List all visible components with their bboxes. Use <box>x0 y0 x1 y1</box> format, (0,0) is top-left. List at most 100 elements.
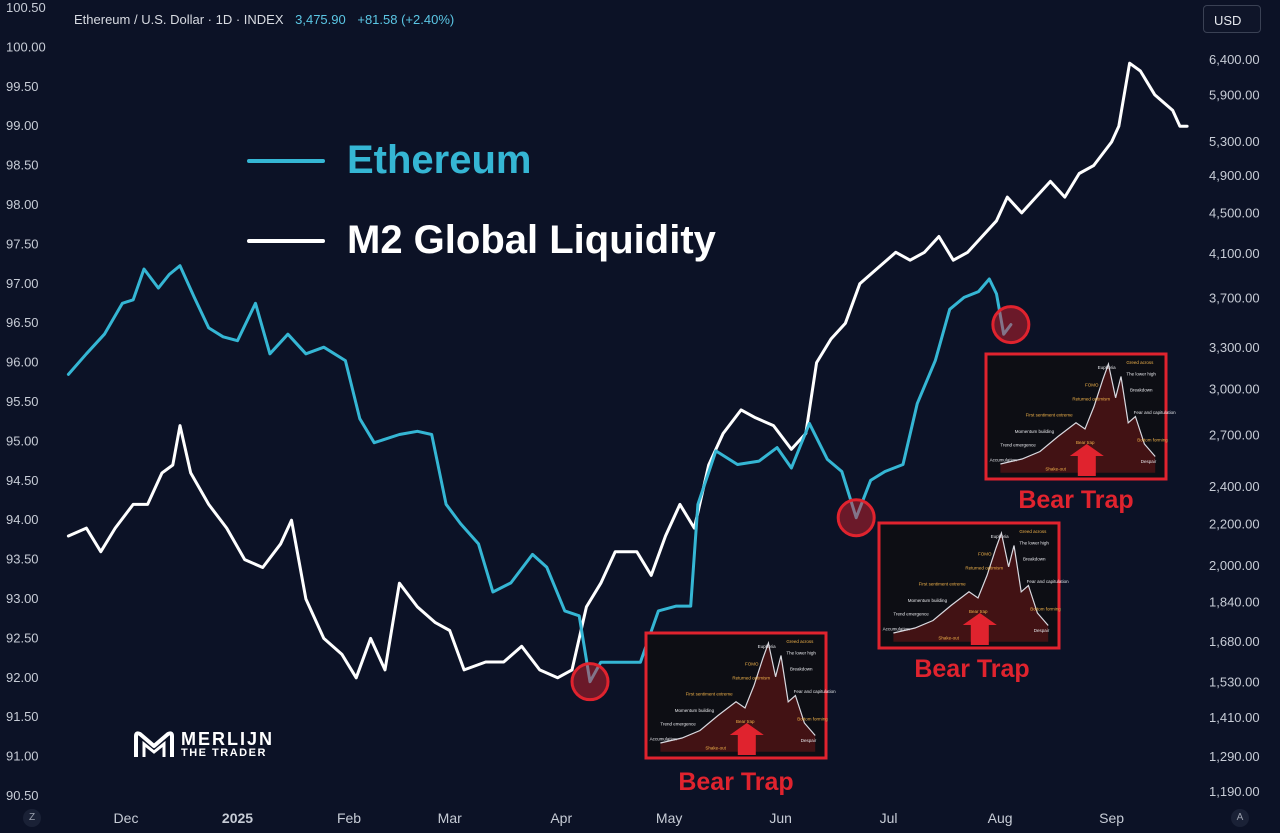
x-tick-label: Apr <box>550 810 572 826</box>
x-tick-label: Feb <box>337 810 361 826</box>
ethereum-line <box>66 264 1013 684</box>
inset-stage-label: The lower high <box>1019 540 1049 545</box>
m2-swatch <box>247 238 325 243</box>
inset-stage-label: Euphoria <box>1098 365 1117 370</box>
inset-area <box>893 533 1049 642</box>
inset-stage-label: Trend emergence <box>660 722 696 727</box>
right-tick-label: 6,400.00 <box>1209 52 1260 67</box>
currency-button[interactable]: USD <box>1203 5 1261 33</box>
inset-stage-label: Shake-out <box>1045 466 1066 471</box>
left-tick-label: 96.00 <box>6 355 39 370</box>
inset-stage-label: First sentiment extreme <box>1026 413 1074 418</box>
bear-trap-label: Bear Trap <box>678 768 793 796</box>
last-price: 3,475.90 <box>295 12 346 27</box>
auto-scale-button[interactable]: A <box>1231 809 1249 827</box>
price-change: +81.58 (+2.40%) <box>357 12 455 27</box>
right-tick-label: 1,840.00 <box>1209 594 1260 609</box>
x-tick-label: 2025 <box>222 810 253 826</box>
inset-stage-label: Returned optimism <box>965 565 1003 570</box>
bear-trap-label: Bear Trap <box>914 655 1029 683</box>
chart-header: Ethereum / U.S. Dollar · 1D · INDEX 3,47… <box>74 12 454 27</box>
bear-trap-annotation: Euphoria Greed across The lower high FOMO Br… <box>836 498 1070 683</box>
right-tick-label: 1,410.00 <box>1209 710 1260 725</box>
bear-trap-marker <box>836 498 876 538</box>
inset-stage-label: Euphoria <box>991 534 1010 539</box>
legend-m2: M2 Global Liquidity <box>247 218 716 263</box>
right-tick-label: 1,190.00 <box>1209 784 1260 799</box>
inset-stage-label: Accumulation <box>650 737 678 742</box>
left-tick-label: 98.50 <box>6 158 39 173</box>
right-tick-label: 1,680.00 <box>1209 634 1260 649</box>
x-tick-label: May <box>656 810 682 826</box>
inset-stage-label: First sentiment extreme <box>919 582 967 587</box>
ethereum-swatch <box>247 158 325 163</box>
right-tick-label: 2,200.00 <box>1209 517 1260 532</box>
inset-stage-label: Accumulation <box>883 627 911 632</box>
legend-ethereum-label: Ethereum <box>347 138 532 182</box>
inset-stage-label: Breakdown <box>790 667 813 672</box>
right-tick-label: 4,900.00 <box>1209 168 1260 183</box>
left-tick-label: 96.50 <box>6 315 39 330</box>
right-tick-label: 3,000.00 <box>1209 382 1260 397</box>
m2-liquidity-line <box>66 61 1189 680</box>
inset-stage-label: Bear trap <box>736 719 755 724</box>
right-tick-label: 3,300.00 <box>1209 340 1260 355</box>
right-tick-label: 4,100.00 <box>1209 246 1260 261</box>
bear-trap-marker <box>991 305 1031 345</box>
left-tick-label: 99.50 <box>6 79 39 94</box>
x-tick-label: Sep <box>1099 810 1124 826</box>
left-tick-label: 91.50 <box>6 709 39 724</box>
left-tick-label: 95.50 <box>6 394 39 409</box>
left-tick-label: 98.00 <box>6 197 39 212</box>
x-tick-label: Jul <box>880 810 898 826</box>
bear-trap-marker <box>570 662 610 702</box>
x-tick-label: Dec <box>114 810 139 826</box>
right-tick-label: 5,900.00 <box>1209 87 1260 102</box>
right-tick-label: 3,700.00 <box>1209 290 1260 305</box>
right-tick-label: 1,530.00 <box>1209 675 1260 690</box>
inset-stage-label: Euphoria <box>758 644 777 649</box>
inset-sentiment-curve <box>660 640 816 744</box>
merlijn-logo: MERLIJN THE TRADER <box>133 730 274 760</box>
left-tick-label: 92.00 <box>6 670 39 685</box>
inset-arrow <box>729 723 764 755</box>
x-tick-label: Mar <box>438 810 462 826</box>
legend-ethereum: Ethereum <box>247 138 532 183</box>
inset-stage-label: FOMO <box>745 662 759 667</box>
left-tick-label: 97.50 <box>6 236 39 251</box>
inset-stage-label: Fear and capitulation <box>1134 410 1177 415</box>
inset-stage-label: FOMO <box>1085 383 1099 388</box>
left-tick-label: 93.00 <box>6 591 39 606</box>
inset-sentiment-curve <box>1000 361 1156 465</box>
inset-stage-label: Bottom forming <box>797 717 828 722</box>
merlijn-m-logo-icon <box>134 731 174 757</box>
right-tick-label: 2,000.00 <box>1209 558 1260 573</box>
plot-area[interactable] <box>66 61 1189 684</box>
right-tick-label: 1,290.00 <box>1209 749 1260 764</box>
left-tick-label: 100.50 <box>6 0 46 15</box>
left-tick-label: 90.50 <box>6 788 39 803</box>
inset-arrow <box>962 613 997 645</box>
x-tick-label: Aug <box>988 810 1013 826</box>
inset-stage-label: Fear and capitulation <box>1027 579 1070 584</box>
inset-stage-label: Bear trap <box>1076 440 1095 445</box>
left-tick-label: 99.00 <box>6 118 39 133</box>
inset-stage-label: Fear and capitulation <box>794 689 837 694</box>
inset-stage-label: Despair <box>1141 459 1157 464</box>
inset-stage-label: Trend emergence <box>893 612 929 617</box>
inset-stage-label: Breakdown <box>1023 557 1046 562</box>
inset-stage-label: The lower high <box>1126 371 1156 376</box>
inset-stage-label: Shake-out <box>705 745 726 750</box>
inset-stage-label: Greed across <box>786 639 814 644</box>
zoom-button[interactable]: Z <box>23 809 41 827</box>
left-tick-label: 94.50 <box>6 473 39 488</box>
left-axis: 100.50 100.00 99.50 99.00 98.50 98.00 97.50 97.… <box>6 0 46 803</box>
left-tick-label: 95.00 <box>6 433 39 448</box>
inset-sentiment-curve <box>893 530 1049 634</box>
right-tick-label: 5,300.00 <box>1209 134 1260 149</box>
bear-trap-label: Bear Trap <box>1018 486 1133 514</box>
bear-trap-annotation: Euphoria Greed across The lower high FOMO Br… <box>984 305 1177 514</box>
inset-stage-label: Bottom forming <box>1137 438 1168 443</box>
inset-stage-label: FOMO <box>978 552 992 557</box>
